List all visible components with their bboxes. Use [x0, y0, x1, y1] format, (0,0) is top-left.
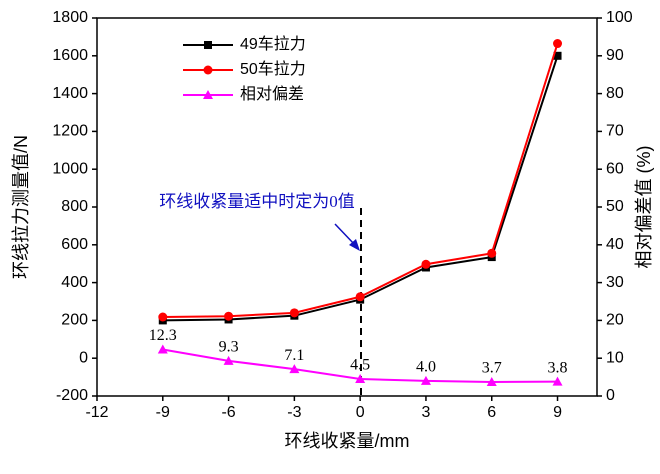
x-tick-label: -3: [287, 404, 301, 421]
legend-label: 相对偏差: [240, 85, 304, 103]
marker: [553, 39, 563, 49]
marker: [203, 65, 213, 75]
y-tick-label: 1400: [52, 85, 88, 102]
data-label: 7.1: [284, 347, 304, 364]
marker: [552, 376, 563, 386]
legend-label: 50车拉力: [240, 60, 306, 78]
y2-tick-label: 60: [606, 160, 624, 177]
marker: [553, 51, 562, 60]
y-tick-label: 600: [61, 236, 88, 253]
x-axis-label: 环线收紧量/mm: [285, 431, 410, 451]
y-tick-label: 1200: [52, 123, 88, 140]
marker: [421, 259, 431, 269]
marker: [486, 377, 497, 387]
y2-tick-label: 70: [606, 123, 624, 140]
marker: [289, 308, 299, 318]
y2-tick-label: 30: [606, 274, 624, 291]
x-tick-label: -12: [85, 404, 108, 421]
y2-tick-label: 20: [606, 312, 624, 329]
y2-tick-label: 90: [606, 47, 624, 64]
marker: [355, 292, 365, 302]
marker: [158, 312, 168, 322]
data-label: 9.3: [219, 339, 239, 356]
marker: [223, 355, 234, 365]
y-axis-label: 环线拉力测量值/N: [11, 135, 31, 279]
marker: [203, 90, 213, 99]
data-label: 4.0: [416, 359, 436, 376]
arrow: [334, 223, 356, 246]
x-tick-label: 0: [356, 404, 365, 421]
y-tick-label: 0: [79, 349, 88, 366]
x-tick-label: -6: [221, 404, 235, 421]
y2-tick-label: 10: [606, 349, 624, 366]
y-tick-label: -200: [56, 387, 88, 404]
marker: [487, 248, 497, 258]
data-label: 12.3: [149, 327, 177, 344]
y2-tick-label: 50: [606, 198, 624, 215]
x-tick-label: 6: [487, 404, 496, 421]
y2-tick-label: 80: [606, 85, 624, 102]
marker: [289, 364, 300, 374]
marker: [355, 373, 366, 383]
marker: [224, 311, 234, 321]
annotation: 环线收紧量适中时定为0值: [159, 192, 355, 211]
y-tick-label: 1600: [52, 47, 88, 64]
y2-tick-label: 100: [606, 9, 633, 26]
y-tick-label: 400: [61, 274, 88, 291]
y-tick-label: 800: [61, 198, 88, 215]
x-tick-label: 3: [421, 404, 430, 421]
arrow-head: [349, 239, 360, 251]
y2-tick-label: 40: [606, 236, 624, 253]
marker: [204, 41, 212, 49]
marker: [157, 344, 168, 354]
legend-label: 49车拉力: [240, 35, 306, 53]
y2-axis-label: 相对偏差值 (%): [634, 146, 654, 269]
data-label: 3.8: [548, 359, 568, 376]
data-label: 3.7: [482, 360, 502, 377]
marker: [420, 375, 431, 385]
y-tick-label: 1000: [52, 160, 88, 177]
x-tick-label: -9: [156, 404, 170, 421]
data-label: 4.5: [350, 357, 370, 374]
series-line: [162, 43, 559, 318]
x-tick-label: 9: [553, 404, 562, 421]
y-tick-label: 200: [61, 312, 88, 329]
y2-tick-label: 0: [606, 387, 615, 404]
y-tick-label: 1800: [52, 9, 88, 26]
